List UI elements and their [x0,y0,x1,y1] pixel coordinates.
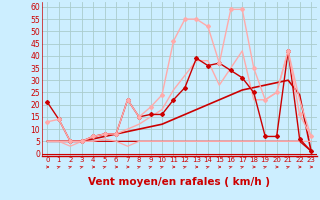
X-axis label: Vent moyen/en rafales ( km/h ): Vent moyen/en rafales ( km/h ) [88,177,270,187]
